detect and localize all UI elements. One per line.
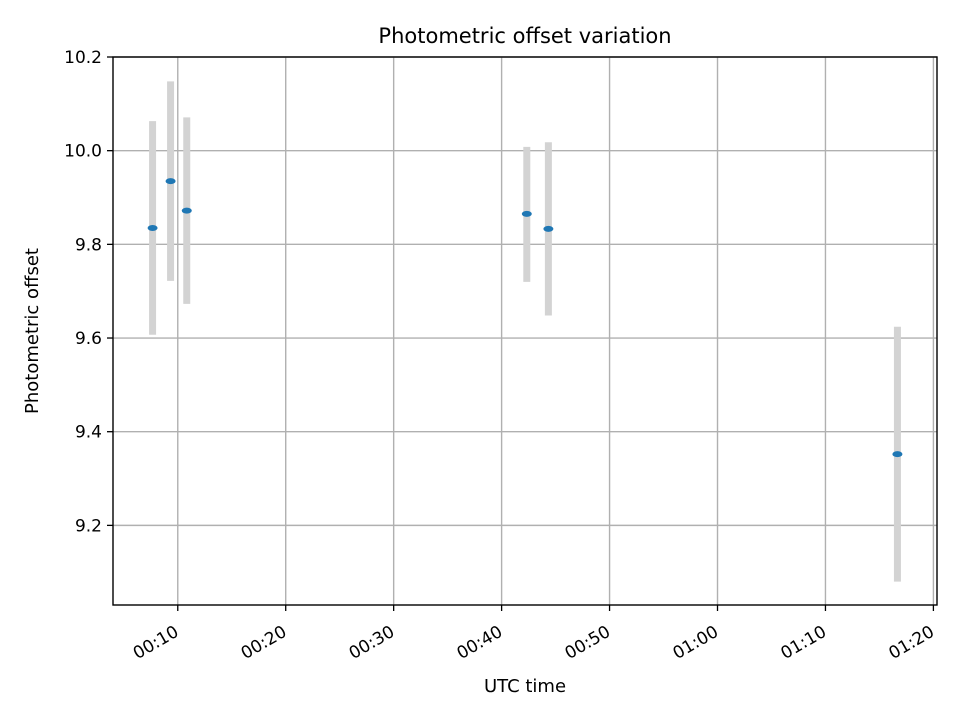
x-axis-label: UTC time [484, 676, 566, 697]
x-tick-label: 00:20 [238, 622, 290, 664]
plot-frame [112, 56, 938, 606]
data-point [521, 210, 532, 217]
grid [113, 56, 937, 605]
x-tick-label: 00:50 [562, 622, 614, 664]
y-tick-label: 9.2 [75, 516, 102, 536]
y-tick-label: 9.8 [75, 235, 102, 255]
x-tick-label: 01:00 [670, 622, 722, 664]
y-tick-label: 9.6 [75, 329, 102, 349]
chart-title: Photometric offset variation [378, 24, 671, 48]
data-point [543, 225, 554, 232]
data-point [892, 451, 903, 458]
data-point [181, 207, 192, 214]
y-tick-label: 9.4 [75, 423, 102, 443]
data-point [147, 224, 158, 231]
x-tick-label: 00:10 [130, 622, 182, 664]
x-tick-label: 01:20 [885, 622, 937, 664]
x-tick-label: 00:40 [454, 622, 506, 664]
y-axis-label: Photometric offset [22, 248, 43, 414]
error-bars [149, 81, 901, 582]
x-tick-label: 00:30 [346, 622, 398, 664]
y-tick-label: 10.0 [64, 142, 102, 162]
x-tick-label: 01:10 [778, 622, 830, 664]
data-point [165, 178, 176, 185]
y-tick-label: 10.2 [64, 48, 102, 68]
data-points [147, 178, 903, 458]
